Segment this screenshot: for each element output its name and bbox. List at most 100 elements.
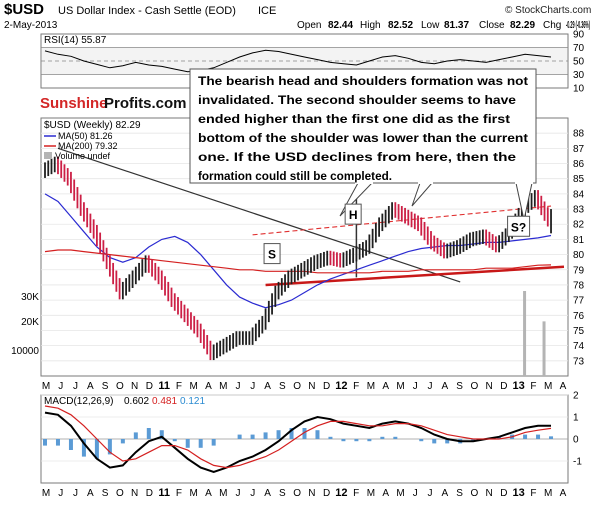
macd-x-label: O (116, 488, 124, 499)
date-label: 2-May-2013 (4, 20, 58, 31)
macd-histogram-bar (43, 439, 47, 446)
price-tick-label: 82 (573, 220, 585, 231)
macd-x-label: J (428, 488, 433, 499)
price-x-label: D (146, 381, 153, 392)
macd-tick-label: 1 (573, 413, 579, 424)
symbol-label: $USD (4, 1, 44, 18)
macd-histogram-bar (315, 430, 319, 439)
open-label: Open (297, 20, 321, 31)
macd-x-label: M (190, 488, 198, 499)
price-x-label: J (58, 381, 63, 392)
macd-histogram-bar (341, 439, 345, 441)
price-x-label: M (219, 381, 227, 392)
macd-histogram-bar (134, 432, 138, 439)
macd-x-label: F (530, 488, 536, 499)
price-x-label: J (236, 381, 241, 392)
macd-x-label: S (456, 488, 463, 499)
price-x-label: S (456, 381, 463, 392)
close-value: 82.29 (510, 20, 535, 31)
macd-x-label: A (87, 488, 94, 499)
price-x-label: A (382, 381, 389, 392)
volume-tick-10000: 10000 (11, 346, 39, 357)
price-x-label: A (87, 381, 94, 392)
sunshine-profits-logo: Sunshine Profits.com (35, 91, 187, 115)
macd-x-label: 12 (335, 487, 347, 499)
svg-text:Profits.com: Profits.com (104, 95, 187, 112)
price-tick-label: 83 (573, 205, 585, 216)
price-x-label: 13 (513, 380, 525, 392)
macd-x-label: M (367, 488, 375, 499)
macd-histogram-bar (173, 439, 177, 441)
macd-histogram-bar (277, 430, 281, 439)
macd-x-label: N (486, 488, 493, 499)
close-label: Close (479, 20, 505, 31)
price-x-label: A (205, 381, 212, 392)
watermark: © StockCharts.com (505, 5, 591, 16)
macd-x-label: O (470, 488, 478, 499)
macd-histogram-bar (121, 439, 125, 443)
signal-value: 0.481 (152, 396, 177, 407)
macd-histogram-bar (432, 439, 436, 443)
price-tick-label: 74 (573, 341, 585, 352)
price-x-label: M (42, 381, 50, 392)
callout-line-3: ended higher than the first one did as t… (198, 112, 510, 126)
macd-x-label: D (500, 488, 507, 499)
price-x-label: A (560, 381, 567, 392)
price-tick-label: 84 (573, 189, 585, 200)
volume-bar (543, 321, 546, 376)
macd-histogram-bar (147, 428, 151, 439)
macd-x-label: 11 (158, 487, 170, 499)
macd-histogram-bar (328, 437, 332, 439)
price-tick-label: 80 (573, 250, 585, 261)
macd-x-label: J (250, 488, 255, 499)
price-tick-label: 86 (573, 159, 585, 170)
macd-x-label: M (219, 488, 227, 499)
macd-histogram-bar (354, 439, 358, 441)
rsi-tick-label: 30 (573, 70, 585, 81)
macd-histogram-bar (523, 435, 527, 439)
callout-line-2: invalidated. The second shoulder seems t… (198, 93, 516, 107)
macd-x-label: J (58, 488, 63, 499)
macd-x-label: N (131, 488, 138, 499)
callout-line-5: one. If the USD declines from here, then… (198, 150, 516, 164)
rsi-title: RSI(14) 55.87 (44, 35, 107, 46)
macd-x-label: S (279, 488, 286, 499)
svg-text:Sunshine: Sunshine (40, 95, 108, 112)
macd-x-label: N (308, 488, 315, 499)
price-x-label: N (131, 381, 138, 392)
price-x-label: O (470, 381, 478, 392)
macd-x-label: D (146, 488, 153, 499)
macd-x-label: O (293, 488, 301, 499)
macd-title: MACD(12,26,9) (44, 396, 113, 407)
macd-x-label: M (396, 488, 404, 499)
macd-value: 0.602 (124, 396, 149, 407)
volume-swatch (44, 152, 52, 159)
macd-x-label: F (353, 488, 359, 499)
price-x-label: N (308, 381, 315, 392)
macd-x-label: A (205, 488, 212, 499)
exchange-label: ICE (258, 5, 276, 17)
chg-label: Chg (543, 20, 561, 31)
pattern-label-text: S? (511, 220, 526, 234)
price-x-label: 12 (335, 380, 347, 392)
macd-tick-label: 0 (573, 435, 579, 446)
price-tick-label: 77 (573, 296, 585, 307)
price-x-label: S (102, 381, 109, 392)
rsi-tick-label: 70 (573, 43, 585, 54)
macd-x-label: A (560, 488, 567, 499)
macd-x-label: M (544, 488, 552, 499)
price-x-label: A (441, 381, 448, 392)
price-x-label: M (367, 381, 375, 392)
open-value: 82.44 (328, 20, 353, 31)
ma50-legend: MA(50) 81.26 (58, 131, 113, 141)
high-value: 82.52 (388, 20, 413, 31)
callout-line-4: bottom of the shoulder was lower than th… (198, 131, 528, 145)
histogram-value: 0.121 (180, 396, 205, 407)
volume-bar (523, 291, 526, 376)
price-x-label: J (413, 381, 418, 392)
callout-line-1: The bearish head and shoulders formation… (198, 74, 528, 88)
price-tick-label: 73 (573, 356, 585, 367)
macd-x-label: F (176, 488, 182, 499)
macd-histogram-bar (549, 436, 553, 439)
